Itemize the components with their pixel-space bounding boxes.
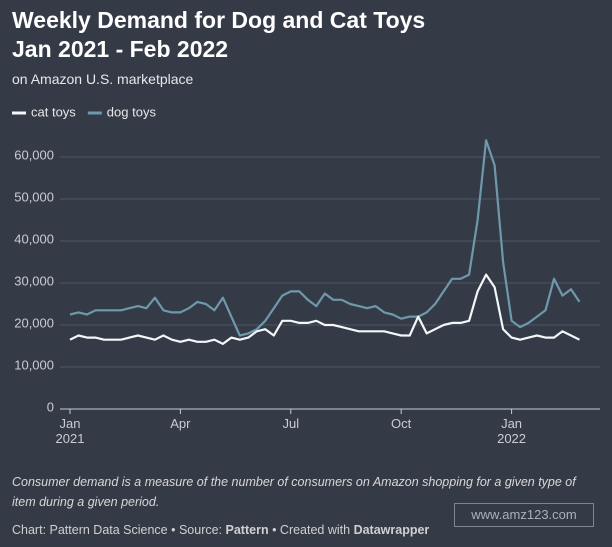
y-tick-label: 20,000 [14, 315, 54, 330]
legend-label: cat toys [31, 104, 76, 119]
footer-text: • Created with [268, 523, 354, 537]
y-tick-label: 60,000 [14, 147, 54, 162]
y-tick-label: 10,000 [14, 357, 54, 372]
chart-title: Weekly Demand for Dog and Cat Toys Jan 2… [12, 6, 425, 64]
subtitle: on Amazon U.S. marketplace [12, 71, 194, 87]
watermark: www.amz123.com [454, 503, 594, 527]
y-tick-label: 50,000 [14, 189, 54, 204]
line-series [69, 273, 580, 345]
y-tick-label: 40,000 [14, 231, 54, 246]
footer: Chart: Pattern Data Science • Source: Pa… [12, 523, 429, 537]
notes: Consumer demand is a measure of the numb… [12, 475, 576, 509]
title-line: Weekly Demand for Dog and Cat Toys [12, 7, 426, 33]
legend-label: dog toys [107, 104, 157, 119]
y-tick-label: 0 [47, 399, 54, 414]
x-tick-label: Jan 2022 [497, 416, 527, 446]
x-tick-label: Jul [282, 416, 300, 431]
line-series [69, 139, 581, 337]
title-line: Jan 2021 - Feb 2022 [12, 36, 229, 62]
x-tick-label: Oct [391, 416, 412, 431]
footer-text: Datawrapper [353, 523, 430, 537]
y-tick-label: 30,000 [14, 273, 54, 288]
footer-text: Chart: Pattern Data Science • Source: [12, 523, 226, 537]
x-tick-label: Jan 2021 [55, 416, 85, 446]
footer-text: Pattern [225, 523, 269, 537]
x-tick-label: Apr [170, 416, 191, 431]
